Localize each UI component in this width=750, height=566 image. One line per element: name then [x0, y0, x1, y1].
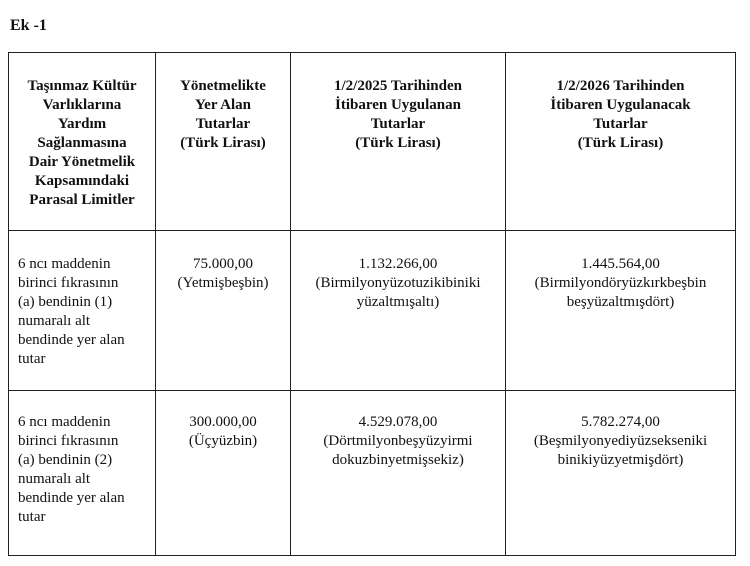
cell-text-line: Taşınmaz Kültür — [27, 78, 137, 94]
cell-text-line: (Türk Lirası) — [355, 135, 441, 151]
cell-text-line: Yer Alan — [195, 97, 251, 113]
table-cell: 1.445.564,00 (Birmilyondöryüzkırkbeşbin be… — [505, 230, 736, 391]
cell-text-line: numaralı alt — [18, 313, 91, 329]
cell-text-line: 75.000,00 — [193, 256, 253, 272]
cell-text-line: (a) bendinin (1) — [18, 294, 113, 310]
cell-text-line: (a) bendinin (2) — [18, 452, 113, 468]
document-title: Ek -1 — [10, 17, 47, 34]
cell-text-line: (Birmilyonyüzotuzikibiniki — [315, 275, 481, 291]
cell-text-line: Tutarlar — [195, 116, 251, 132]
cell-text-line: Kapsamındaki — [34, 173, 130, 189]
cell-text-line: (Yetmişbeşbin) — [177, 275, 269, 291]
table-row: 6 ncı maddenin birinci fıkrasının (a) bend… — [8, 390, 736, 556]
cell-text-line: 5.782.274,00 — [581, 414, 660, 430]
cell-text-line: İtibaren Uygulanan — [334, 97, 461, 113]
cell-text-line: yüzaltmışaltı) — [356, 294, 440, 310]
cell-text-line: 1.132.266,00 — [358, 256, 438, 272]
cell-text-line: Yardım — [57, 116, 107, 132]
cell-text-line: Parasal Limitler — [29, 192, 135, 208]
cell-text-line: (Üçyüzbin) — [188, 433, 258, 449]
cell-text-line: (Türk Lirası) — [180, 135, 266, 151]
cell-text-line: 300.000,00 — [189, 414, 257, 430]
table-cell: 1.132.266,00 (Birmilyonyüzotuzikibiniki yü… — [290, 230, 506, 391]
cell-text-line: Tutarlar — [593, 116, 648, 132]
header-cell: 1/2/2025 Tarihinden İtibaren Uygulanan Tut… — [290, 52, 506, 231]
cell-text-line: (Türk Lirası) — [577, 135, 664, 151]
cell-text-line: Yönetmelikte — [180, 78, 266, 94]
cell-text-line: tutar — [18, 351, 46, 367]
cell-text-line: (Beşmilyonyediyüzsekseniki — [533, 433, 708, 449]
table-cell: 300.000,00 (Üçyüzbin) — [155, 390, 291, 556]
cell-text-line: 1.445.564,00 — [581, 256, 660, 272]
cell-text-line: Varlıklarına — [42, 97, 122, 113]
table-cell: 4.529.078,00 (Dörtmilyonbeşyüzyirmi dokuzb… — [290, 390, 506, 556]
cell-text-line: beşyüzaltmışdört) — [566, 294, 675, 310]
header-cell: Taşınmaz Kültür Varlıklarına Yardım Sağlanm… — [8, 52, 156, 231]
cell-text-line: tutar — [18, 509, 46, 525]
table-row: 6 ncı maddenin birinci fıkrasının (a) bend… — [8, 230, 736, 391]
cell-text-line: 6 ncı maddenin — [18, 256, 111, 272]
cell-text-line: numaralı alt — [18, 471, 91, 487]
cell-text-line: bendinde yer alan — [18, 490, 125, 506]
header-row: Taşınmaz Kültür Varlıklarına Yardım Sağlanm… — [8, 52, 736, 231]
cell-text-line: birinci fıkrasının — [18, 433, 119, 449]
cell-text-line: Dair Yönetmelik — [28, 154, 136, 170]
cell-text-line: 4.529.078,00 — [358, 414, 438, 430]
cell-text-line: (Birmilyondöryüzkırkbeşbin — [534, 275, 707, 291]
cell-text-line: 1/2/2025 Tarihinden — [334, 78, 462, 94]
cell-text-line: 6 ncı maddenin — [18, 414, 111, 430]
cell-text-line: İtibaren Uygulanacak — [550, 97, 691, 113]
cell-text-line: bendinde yer alan — [18, 332, 125, 348]
cell-text-line: 1/2/2026 Tarihinden — [556, 78, 685, 94]
table-cell: 75.000,00 (Yetmişbeşbin) — [155, 230, 291, 391]
header-cell: Yönetmelikte Yer Alan Tutarlar (Türk Lirası… — [155, 52, 291, 231]
limits-table: Taşınmaz Kültür Varlıklarına Yardım Sağlanm… — [8, 52, 736, 556]
table-cell: 5.782.274,00 (Beşmilyonyediyüzsekseniki bi… — [505, 390, 736, 556]
table-cell: 6 ncı maddenin birinci fıkrasının (a) bend… — [8, 230, 156, 391]
cell-text-line: Tutarlar — [370, 116, 426, 132]
table-cell: 6 ncı maddenin birinci fıkrasının (a) bend… — [8, 390, 156, 556]
cell-text-line: binikiyüzyetmişdört) — [557, 452, 684, 468]
cell-text-line: Sağlanmasına — [37, 135, 127, 151]
cell-text-line: (Dörtmilyonbeşyüzyirmi — [323, 433, 473, 449]
header-cell: 1/2/2026 Tarihinden İtibaren Uygulanacak T… — [505, 52, 736, 231]
cell-text-line: dokuzbinyetmişsekiz) — [332, 452, 464, 468]
cell-text-line: birinci fıkrasının — [18, 275, 119, 291]
